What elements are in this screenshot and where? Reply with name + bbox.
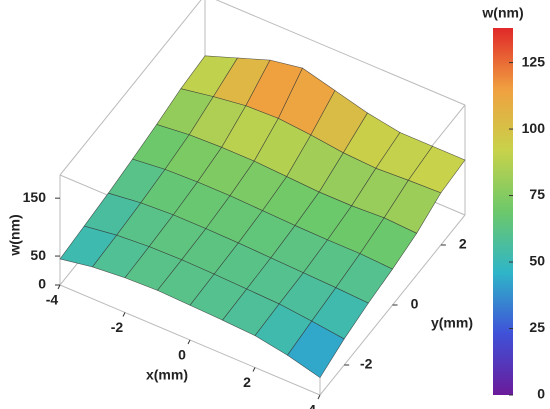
colorbar-tick-label: 100 xyxy=(522,120,546,136)
x-axis-label: x(mm) xyxy=(146,367,188,383)
z-axis-label: w(nm) xyxy=(7,214,23,256)
box-edge xyxy=(215,0,466,106)
colorbar-tick-label: 75 xyxy=(529,186,545,202)
x-tick xyxy=(317,394,321,400)
y-axis-label: y(mm) xyxy=(431,315,473,331)
colorbar-label: w(nm) xyxy=(481,5,523,21)
z-tick-label: 150 xyxy=(23,189,47,205)
z-tick-label: 0 xyxy=(38,276,46,292)
x-tick-label: -4 xyxy=(46,292,59,308)
colorbar-tick-label: 125 xyxy=(522,53,546,69)
y-tick-label: 2 xyxy=(459,236,467,252)
x-tick-label: 0 xyxy=(178,347,186,363)
x-tick xyxy=(252,367,256,372)
box-edge xyxy=(59,0,202,176)
x-tick-label: -2 xyxy=(111,319,124,335)
x-tick-label: 4 xyxy=(308,402,316,409)
x-tick xyxy=(187,339,191,345)
colorbar xyxy=(493,28,513,395)
z-tick-label: 50 xyxy=(30,247,46,263)
surface-patch xyxy=(287,320,345,379)
x-tick xyxy=(122,312,126,317)
colorbar-tick-label: 25 xyxy=(529,319,545,335)
colorbar-tick-label: 0 xyxy=(537,386,545,402)
y-tick-label: -2 xyxy=(360,356,373,372)
x-tick-label: 2 xyxy=(243,374,251,390)
colorbar-tick-label: 50 xyxy=(529,253,545,269)
y-tick-label: 0 xyxy=(411,296,419,312)
x-tick xyxy=(57,284,61,290)
